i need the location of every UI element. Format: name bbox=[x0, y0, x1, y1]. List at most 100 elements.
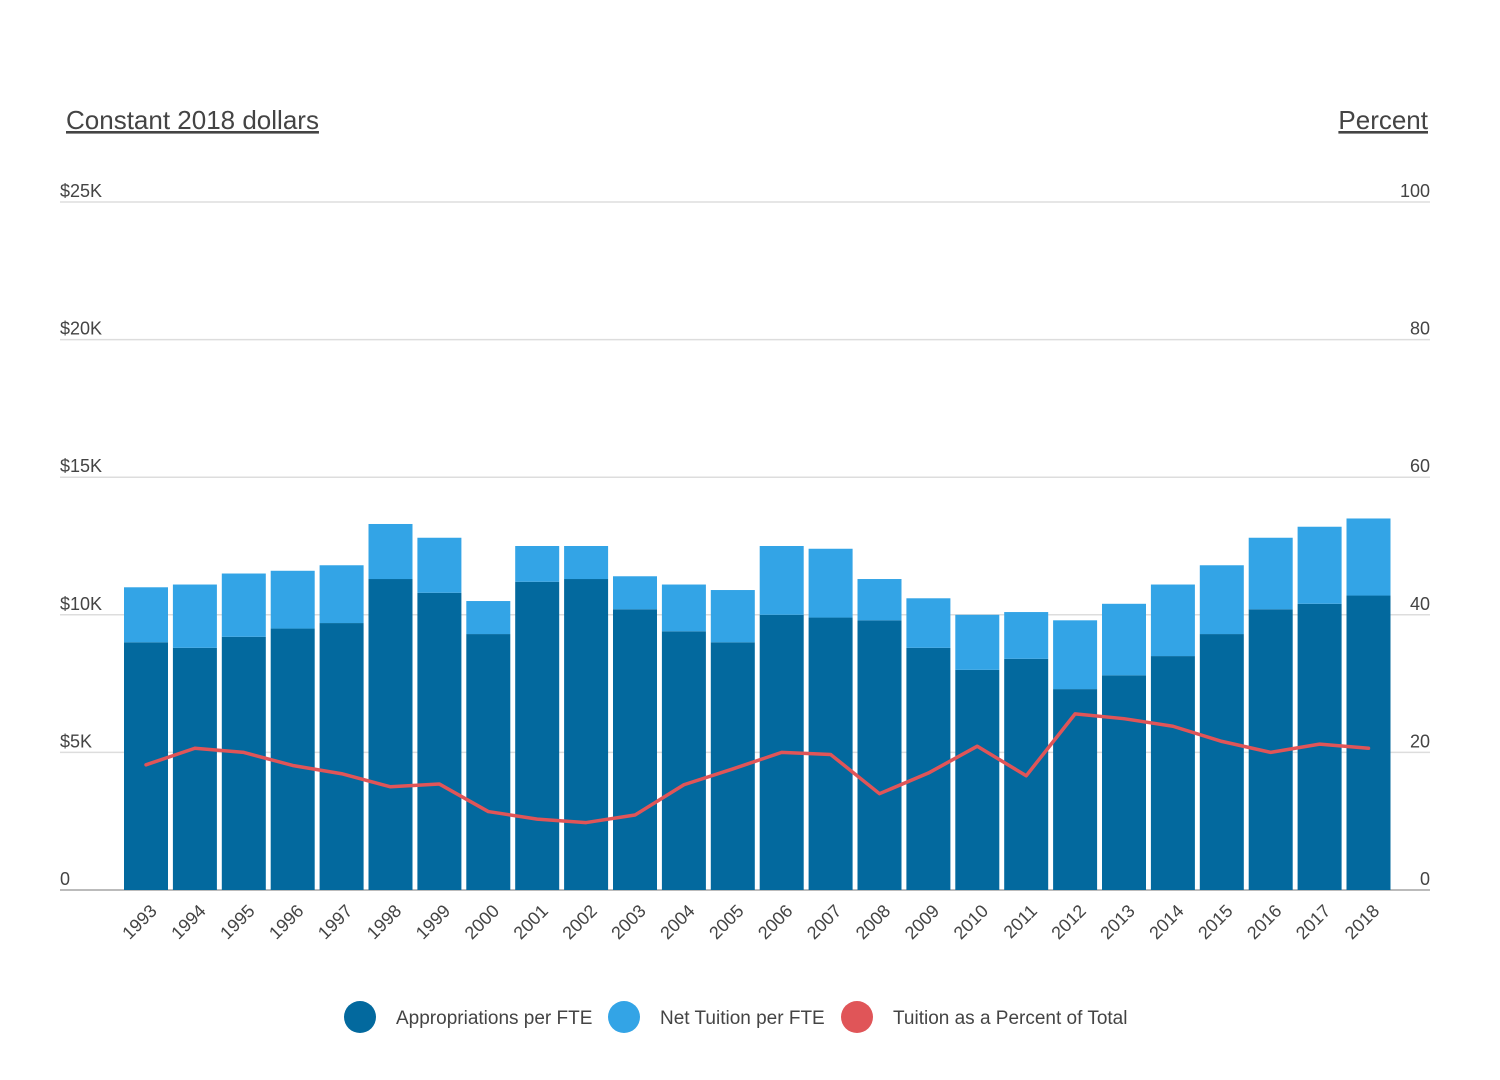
bar-net-tuition bbox=[417, 537, 462, 593]
x-tick-label: 2015 bbox=[1194, 901, 1236, 943]
line-point bbox=[780, 750, 784, 754]
line-point bbox=[389, 785, 392, 789]
x-tick-label: 2008 bbox=[852, 901, 894, 943]
line-point bbox=[144, 763, 148, 767]
left-axis-title: Constant 2018 dollars bbox=[66, 105, 319, 135]
legend-label: Appropriations per FTE bbox=[396, 1008, 592, 1029]
right-tick-label: 100 bbox=[1400, 181, 1430, 201]
legend-swatch bbox=[608, 1001, 640, 1033]
right-tick-label: 80 bbox=[1410, 319, 1430, 339]
line-point bbox=[731, 767, 735, 771]
right-tick-label: 60 bbox=[1410, 456, 1430, 476]
line-point bbox=[975, 744, 979, 748]
bar-appropriations bbox=[1053, 689, 1098, 890]
legend-swatch bbox=[841, 1001, 873, 1033]
line-point bbox=[633, 813, 637, 817]
x-tick-label: 2009 bbox=[901, 901, 943, 943]
legend: Appropriations per FTE Net Tuition per FT… bbox=[344, 1001, 1127, 1033]
x-tick-label: 2003 bbox=[607, 901, 649, 943]
right-tick-label: 0 bbox=[1420, 869, 1430, 889]
bar-appropriations bbox=[466, 634, 511, 890]
bar-appropriations bbox=[221, 636, 266, 890]
bar-net-tuition bbox=[613, 576, 657, 610]
bar-net-tuition bbox=[906, 598, 951, 648]
x-axis: 1993 1994 1995 1996 1997 1998 1999 2000 2001 2002… bbox=[118, 901, 1383, 943]
bar-net-tuition bbox=[1053, 620, 1098, 690]
bar-appropriations bbox=[613, 609, 657, 890]
x-tick-label: 2006 bbox=[754, 901, 796, 943]
right-tick-label: 40 bbox=[1410, 594, 1430, 614]
bar-appropriations bbox=[857, 620, 902, 890]
bar-net-tuition bbox=[1248, 537, 1293, 610]
line-point bbox=[584, 821, 588, 825]
left-tick-label: $10K bbox=[60, 594, 102, 614]
line-point bbox=[1073, 712, 1077, 716]
x-tick-label: 2013 bbox=[1096, 901, 1138, 943]
x-tick-label: 2016 bbox=[1243, 901, 1285, 943]
x-tick-label: 2012 bbox=[1047, 901, 1089, 943]
bar-appropriations bbox=[955, 669, 1000, 890]
right-axis-title: Percent bbox=[1338, 105, 1428, 135]
x-tick-label: 2017 bbox=[1292, 901, 1334, 943]
line-point bbox=[926, 771, 930, 775]
line-point bbox=[193, 746, 197, 750]
line-point bbox=[1171, 724, 1175, 728]
bar-net-tuition bbox=[221, 573, 266, 637]
bar-net-tuition bbox=[124, 587, 168, 643]
x-tick-label: 1998 bbox=[363, 901, 405, 943]
x-tick-label: 1997 bbox=[314, 901, 356, 943]
line-point bbox=[535, 817, 539, 821]
bar-appropriations bbox=[417, 592, 462, 890]
bar-appropriations bbox=[515, 581, 560, 890]
line-tuition-percent bbox=[144, 712, 1371, 825]
bar-appropriations bbox=[368, 579, 413, 890]
x-tick-label: 2005 bbox=[705, 901, 747, 943]
line-point bbox=[486, 810, 490, 814]
bar-appropriations bbox=[661, 631, 706, 890]
bar-appropriations bbox=[1150, 656, 1195, 890]
left-tick-label: $25K bbox=[60, 181, 102, 201]
line-point bbox=[1220, 739, 1224, 743]
bar-appropriations bbox=[319, 623, 364, 890]
right-tick-label: 20 bbox=[1410, 731, 1430, 751]
line-point bbox=[1318, 742, 1322, 746]
percent-line bbox=[144, 712, 1371, 825]
line-point bbox=[437, 782, 441, 786]
bar-net-tuition bbox=[319, 565, 364, 624]
bar-net-tuition bbox=[661, 584, 706, 632]
bar-appropriations bbox=[1102, 675, 1146, 890]
line-point bbox=[1024, 774, 1028, 778]
x-tick-label: 2010 bbox=[950, 901, 992, 943]
x-tick-label: 2007 bbox=[803, 901, 845, 943]
bar-net-tuition bbox=[270, 570, 315, 629]
x-tick-label: 2014 bbox=[1145, 901, 1187, 943]
x-tick-label: 2018 bbox=[1341, 901, 1383, 943]
bar-net-tuition bbox=[808, 548, 853, 618]
bar-net-tuition bbox=[759, 546, 804, 615]
x-tick-label: 2001 bbox=[510, 901, 552, 943]
bar-net-tuition bbox=[955, 614, 1000, 670]
bar-appropriations bbox=[564, 579, 609, 890]
left-tick-label: $5K bbox=[60, 731, 92, 751]
bar-net-tuition bbox=[1346, 518, 1391, 596]
line-point bbox=[682, 783, 686, 787]
bar-net-tuition bbox=[1199, 565, 1244, 635]
bar-appropriations bbox=[906, 647, 951, 890]
bar-appropriations bbox=[270, 628, 315, 890]
bar-net-tuition bbox=[564, 546, 609, 580]
bar-net-tuition bbox=[1004, 612, 1049, 659]
bar-net-tuition bbox=[466, 601, 511, 635]
legend-label: Tuition as a Percent of Total bbox=[893, 1008, 1127, 1029]
x-tick-label: 1994 bbox=[167, 901, 209, 943]
x-tick-label: 1993 bbox=[118, 901, 160, 943]
x-tick-label: 2011 bbox=[1000, 901, 1042, 943]
left-tick-label: $15K bbox=[60, 456, 102, 476]
bar-appropriations bbox=[1346, 595, 1391, 890]
bar-appropriations bbox=[710, 642, 755, 890]
x-tick-label: 1996 bbox=[265, 901, 307, 943]
line-point bbox=[291, 763, 295, 767]
left-axis: 0 $5K $10K $15K $20K $25K bbox=[60, 181, 102, 889]
bar-net-tuition bbox=[710, 590, 755, 643]
bar-net-tuition bbox=[857, 579, 902, 621]
